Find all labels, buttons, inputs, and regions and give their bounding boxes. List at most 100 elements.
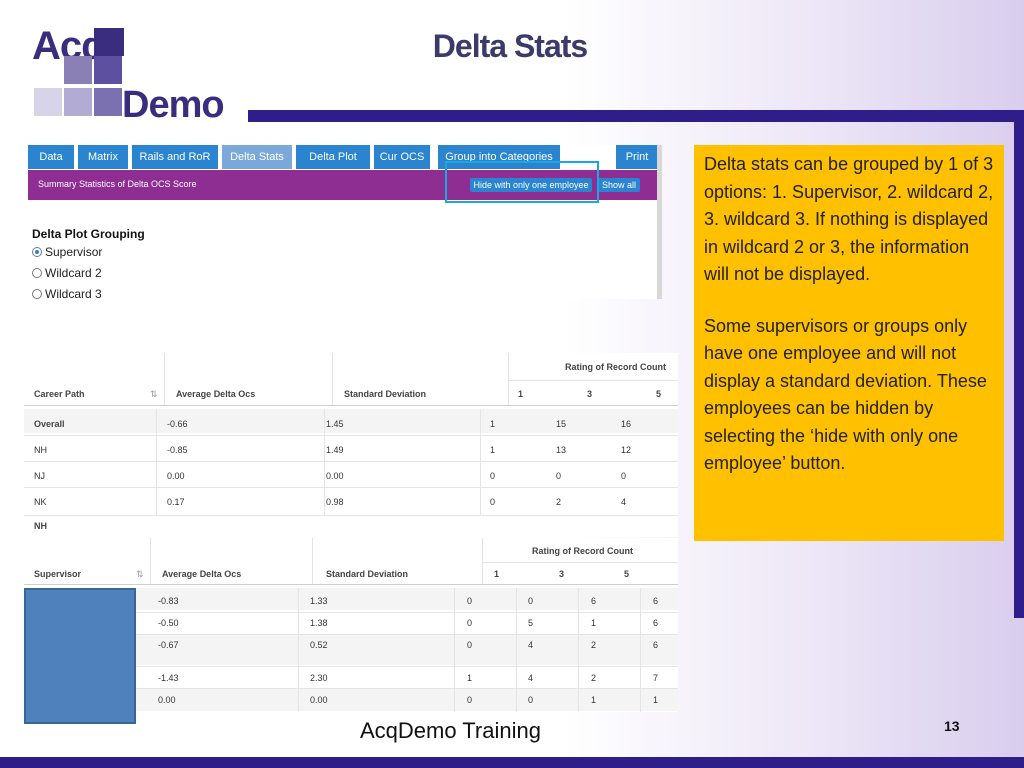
table-divider bbox=[482, 562, 678, 563]
tab-data[interactable]: Data bbox=[28, 145, 74, 169]
tab-cur-ocs[interactable]: Cur OCS bbox=[374, 145, 430, 169]
note-paragraph: Some supervisors or groups only have one… bbox=[704, 315, 987, 474]
radio-wildcard-3[interactable]: Wildcard 3 bbox=[32, 287, 102, 301]
cell-value: 0 bbox=[528, 695, 534, 705]
cell-value: 15 bbox=[556, 419, 567, 429]
radio-label: Supervisor bbox=[45, 245, 103, 259]
sort-icon[interactable]: ⇅ bbox=[150, 389, 158, 399]
table-divider bbox=[312, 538, 313, 584]
cell-value: 4 bbox=[528, 640, 534, 650]
redaction-box bbox=[24, 588, 136, 724]
cell-value: 0 bbox=[467, 596, 473, 606]
col-header-average-delta[interactable]: Average Delta Ocs bbox=[162, 569, 242, 579]
ror-col-1: 1 bbox=[518, 389, 524, 399]
col-header-career-path[interactable]: Career Path bbox=[34, 389, 85, 399]
ror-col-5: 5 bbox=[624, 569, 630, 579]
cell-value: 1.38 bbox=[310, 618, 328, 628]
tab-delta-plot[interactable]: Delta Plot bbox=[296, 145, 370, 169]
cell-value: 4 bbox=[621, 497, 627, 507]
cell-value: 1.45 bbox=[326, 419, 344, 429]
cell-value: -0.85 bbox=[167, 445, 188, 455]
table-divider bbox=[516, 588, 517, 712]
ror-header: Rating of Record Count bbox=[532, 546, 633, 556]
table-divider bbox=[150, 538, 151, 584]
radio-icon[interactable] bbox=[32, 268, 42, 278]
col-header-standard-deviation[interactable]: Standard Deviation bbox=[344, 389, 427, 399]
cell-value: 2 bbox=[556, 497, 562, 507]
scrollbar[interactable] bbox=[657, 145, 662, 299]
cell-value: 2 bbox=[591, 640, 597, 650]
cell-value: 0 bbox=[556, 471, 562, 481]
cell-value: 13 bbox=[556, 445, 567, 455]
cell-value: 0.00 bbox=[158, 695, 176, 705]
table-divider bbox=[454, 588, 455, 712]
col-header-standard-deviation[interactable]: Standard Deviation bbox=[326, 569, 409, 579]
cell-value: -0.66 bbox=[167, 419, 188, 429]
table-divider bbox=[578, 588, 579, 712]
ror-col-5: 5 bbox=[656, 389, 662, 399]
tab-matrix[interactable]: Matrix bbox=[78, 145, 128, 169]
table-divider bbox=[332, 353, 333, 405]
cell-value: 0.00 bbox=[310, 695, 328, 705]
group-label: NH bbox=[34, 521, 47, 531]
cell-value: 4 bbox=[528, 673, 534, 683]
table-divider bbox=[480, 409, 481, 515]
radio-label: Wildcard 3 bbox=[45, 287, 102, 301]
cell-value: 5 bbox=[528, 618, 534, 628]
table-row bbox=[24, 689, 678, 711]
slide-title: Delta Stats bbox=[432, 28, 588, 64]
table-divider bbox=[24, 515, 678, 516]
col-header-supervisor[interactable]: Supervisor bbox=[34, 569, 82, 579]
table-divider bbox=[24, 487, 678, 488]
row-label: Overall bbox=[34, 419, 65, 429]
col-header-average-delta[interactable]: Average Delta Ocs bbox=[176, 389, 256, 399]
table-divider bbox=[324, 409, 325, 515]
radio-wildcard-2[interactable]: Wildcard 2 bbox=[32, 266, 102, 280]
cell-value: 0.00 bbox=[167, 471, 185, 481]
ror-header: Rating of Record Count bbox=[565, 362, 666, 372]
tab-delta-stats[interactable]: Delta Stats bbox=[222, 145, 292, 169]
table-divider bbox=[24, 405, 678, 406]
table-divider bbox=[24, 688, 678, 689]
table-divider bbox=[24, 584, 678, 585]
table-divider bbox=[24, 612, 678, 613]
table-divider bbox=[24, 666, 678, 667]
note-callout: Delta stats can be grouped by 1 of 3 opt… bbox=[694, 145, 1004, 541]
row-label: NH bbox=[34, 445, 47, 455]
acqdemo-logo: Acq Demo bbox=[30, 24, 230, 126]
tab-group-into-categories[interactable]: Group into Categories bbox=[438, 145, 560, 169]
logo-text-demo: Demo bbox=[122, 84, 225, 126]
tab-rails-and-ror[interactable]: Rails and RoR bbox=[132, 145, 218, 169]
title-divider-bar bbox=[248, 110, 1024, 122]
table-divider bbox=[508, 380, 678, 381]
cell-value: 0.98 bbox=[326, 497, 344, 507]
cell-value: 7 bbox=[653, 673, 659, 683]
cell-value: -0.50 bbox=[158, 618, 179, 628]
cell-value: 1 bbox=[490, 445, 496, 455]
tab-print[interactable]: Print bbox=[616, 145, 658, 169]
summary-label: Summary Statistics of Delta OCS Score bbox=[38, 179, 197, 189]
cell-value: 1.49 bbox=[326, 445, 344, 455]
table-divider bbox=[24, 461, 678, 462]
logo-square bbox=[94, 88, 122, 116]
sort-icon[interactable]: ⇅ bbox=[136, 569, 144, 579]
hide-one-employee-button[interactable]: Hide with only one employee bbox=[470, 178, 592, 192]
radio-supervisor[interactable]: Supervisor bbox=[32, 245, 102, 259]
cell-value: 0 bbox=[621, 471, 627, 481]
career-path-table: Rating of Record Count Career Path ⇅ Ave… bbox=[24, 353, 678, 537]
show-all-button[interactable]: Show all bbox=[598, 178, 640, 192]
table-divider bbox=[508, 353, 509, 405]
table-divider bbox=[482, 538, 483, 584]
cell-value: 0 bbox=[467, 640, 473, 650]
ror-col-3: 3 bbox=[587, 389, 593, 399]
table-divider bbox=[24, 634, 678, 635]
cell-value: 12 bbox=[621, 445, 632, 455]
cell-value: 0.52 bbox=[310, 640, 328, 650]
table-divider bbox=[640, 588, 641, 712]
radio-selected-icon[interactable] bbox=[32, 247, 42, 257]
cell-value: -1.43 bbox=[158, 673, 179, 683]
ror-col-1: 1 bbox=[494, 569, 500, 579]
radio-label: Wildcard 2 bbox=[45, 266, 102, 280]
cell-value: -0.83 bbox=[158, 596, 179, 606]
radio-icon[interactable] bbox=[32, 289, 42, 299]
